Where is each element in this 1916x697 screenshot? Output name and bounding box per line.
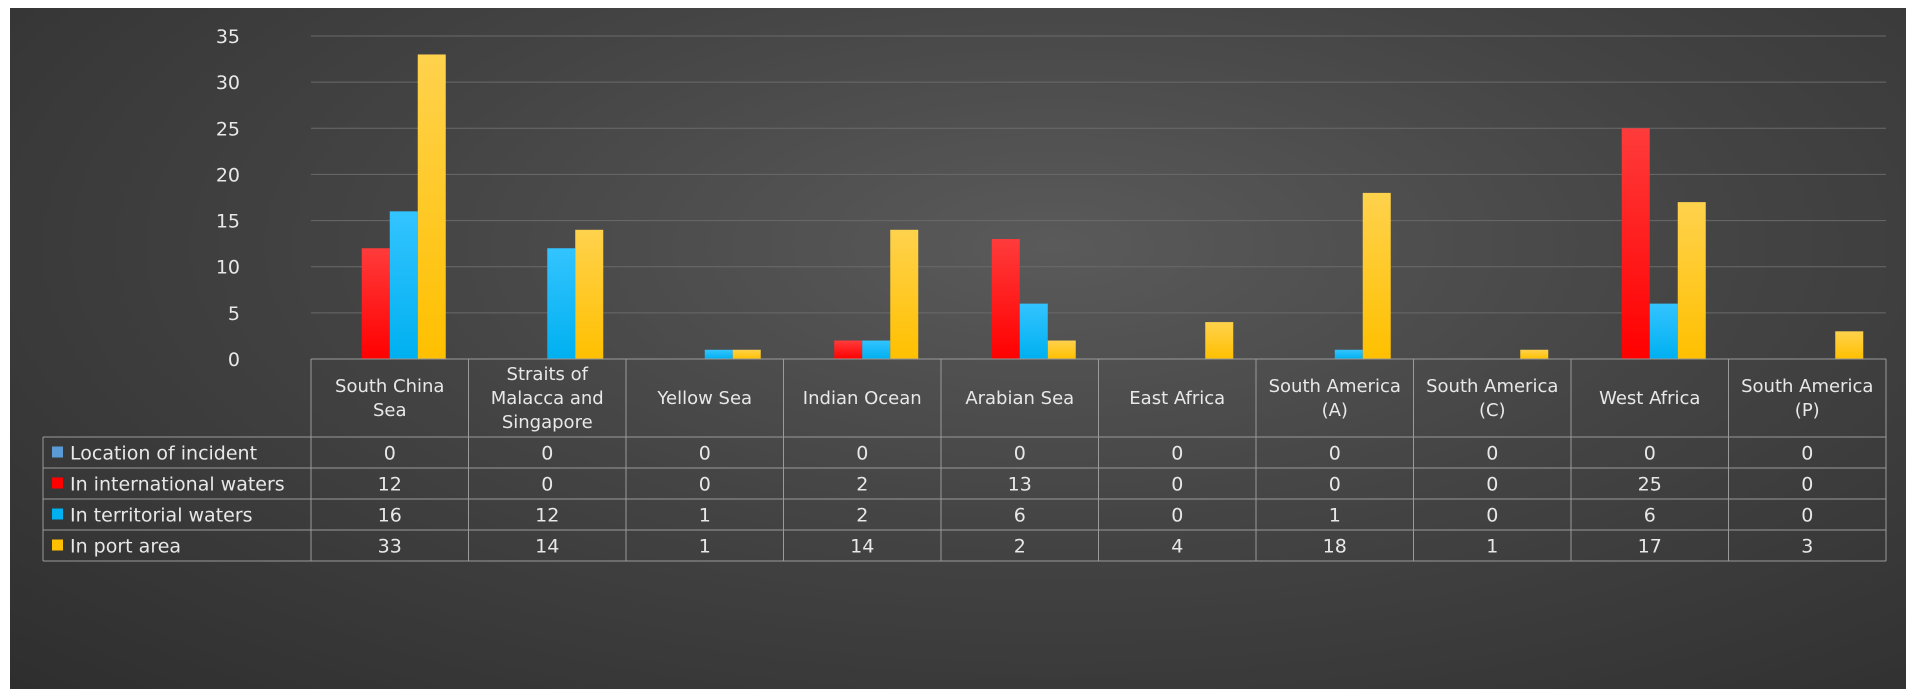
table-cell-value: 18 bbox=[1323, 536, 1347, 558]
table-cell-value: 0 bbox=[1801, 505, 1813, 527]
bar bbox=[1835, 331, 1864, 359]
category-label: West Africa bbox=[1599, 388, 1700, 409]
chart-area: 0 5 10 15 20 25 30 35 South China Sea Straits of Ma… bbox=[10, 8, 1906, 689]
bar bbox=[862, 340, 891, 359]
table-cell-value: 1 bbox=[1486, 536, 1498, 558]
y-tick-label: 25 bbox=[216, 118, 240, 140]
bar bbox=[1047, 340, 1076, 359]
bar bbox=[1649, 303, 1678, 359]
bar bbox=[361, 248, 390, 359]
category-label: Sea bbox=[373, 400, 407, 421]
bar bbox=[704, 349, 733, 359]
series-label: In territorial waters bbox=[70, 505, 253, 527]
bar bbox=[547, 248, 576, 359]
table-cell-value: 17 bbox=[1638, 536, 1662, 558]
series-label: Location of incident bbox=[70, 443, 257, 465]
table-cell-value: 12 bbox=[378, 474, 402, 496]
table-cell-value: 16 bbox=[378, 505, 402, 527]
table-cell-value: 14 bbox=[850, 536, 874, 558]
y-tick-label: 30 bbox=[216, 72, 240, 94]
bar bbox=[417, 54, 446, 359]
legend-key bbox=[52, 446, 63, 458]
table-cell-value: 4 bbox=[1171, 536, 1183, 558]
y-tick-label: 5 bbox=[228, 303, 240, 325]
category-label: Straits of bbox=[507, 364, 589, 385]
table-cell-value: 0 bbox=[541, 474, 553, 496]
bar bbox=[732, 349, 761, 359]
table-cell-value: 0 bbox=[1801, 443, 1813, 465]
y-tick-label: 35 bbox=[216, 26, 240, 48]
table-cell-value: 1 bbox=[1329, 505, 1341, 527]
table-cell-value: 0 bbox=[1329, 443, 1341, 465]
table-cell-value: 3 bbox=[1801, 536, 1813, 558]
table-cell-value: 13 bbox=[1008, 474, 1032, 496]
table-cell-value: 2 bbox=[1014, 536, 1026, 558]
category-label: East Africa bbox=[1129, 388, 1225, 409]
bar bbox=[1362, 192, 1391, 359]
table-cell-value: 6 bbox=[1644, 505, 1656, 527]
bar bbox=[834, 340, 863, 359]
y-tick-label: 20 bbox=[216, 164, 240, 186]
table-cell-value: 12 bbox=[535, 505, 559, 527]
table-cell-value: 2 bbox=[856, 505, 868, 527]
category-label: (A) bbox=[1322, 400, 1348, 421]
category-label: South America bbox=[1426, 376, 1558, 397]
table-cell-value: 0 bbox=[699, 474, 711, 496]
table-cell-value: 0 bbox=[856, 443, 868, 465]
table-cell-value: 1 bbox=[699, 536, 711, 558]
bar bbox=[1677, 202, 1706, 359]
category-label: Malacca and bbox=[491, 388, 604, 409]
table-cell-value: 0 bbox=[1801, 474, 1813, 496]
table-cell-value: 1 bbox=[699, 505, 711, 527]
table-cell-value: 0 bbox=[1486, 505, 1498, 527]
table-cell-value: 14 bbox=[535, 536, 559, 558]
bar bbox=[991, 239, 1020, 359]
category-label: (P) bbox=[1795, 400, 1820, 421]
table-cell-value: 0 bbox=[1171, 505, 1183, 527]
table-cell-value: 0 bbox=[1171, 443, 1183, 465]
bar bbox=[575, 229, 604, 359]
category-label: South China bbox=[335, 376, 444, 397]
category-label: Singapore bbox=[502, 412, 593, 433]
series-label: In international waters bbox=[70, 474, 285, 496]
bar bbox=[389, 211, 418, 359]
series-label: In port area bbox=[70, 536, 181, 558]
table-cell-value: 0 bbox=[1171, 474, 1183, 496]
table-cell-value: 0 bbox=[1486, 474, 1498, 496]
bar bbox=[1334, 349, 1363, 359]
legend-key bbox=[52, 477, 63, 489]
category-label: South America bbox=[1269, 376, 1401, 397]
bar bbox=[1520, 349, 1549, 359]
bar bbox=[1019, 303, 1048, 359]
bar bbox=[890, 229, 919, 359]
category-label: South America bbox=[1741, 376, 1873, 397]
table-cell-value: 0 bbox=[541, 443, 553, 465]
y-tick-label: 15 bbox=[216, 211, 240, 233]
table-cell-value: 0 bbox=[699, 443, 711, 465]
bar bbox=[1205, 322, 1234, 359]
category-label: (C) bbox=[1479, 400, 1506, 421]
table-cell-value: 0 bbox=[1329, 474, 1341, 496]
y-tick-label: 10 bbox=[216, 257, 240, 279]
table-cell-value: 33 bbox=[378, 536, 402, 558]
bar bbox=[1621, 128, 1650, 359]
table-cell-value: 0 bbox=[1486, 443, 1498, 465]
category-label: Yellow Sea bbox=[656, 388, 752, 409]
table-cell-value: 0 bbox=[1644, 443, 1656, 465]
table-cell-value: 0 bbox=[384, 443, 396, 465]
table-cell-value: 2 bbox=[856, 474, 868, 496]
table-cell-value: 0 bbox=[1014, 443, 1026, 465]
legend-key bbox=[52, 539, 63, 551]
category-label: Indian Ocean bbox=[803, 388, 922, 409]
table-cell-value: 25 bbox=[1638, 474, 1662, 496]
table-cell-value: 6 bbox=[1014, 505, 1026, 527]
category-label: Arabian Sea bbox=[965, 388, 1074, 409]
y-tick-label: 0 bbox=[228, 349, 240, 371]
legend-key bbox=[52, 508, 63, 520]
